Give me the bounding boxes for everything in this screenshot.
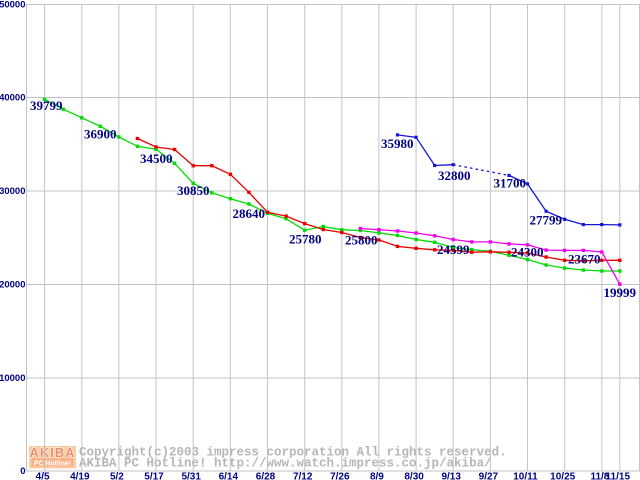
svg-text:8/9: 8/9 xyxy=(370,472,384,480)
svg-text:PC Hotline!: PC Hotline! xyxy=(34,461,71,468)
svg-text:50000: 50000 xyxy=(0,0,26,11)
svg-text:31700: 31700 xyxy=(494,176,527,191)
svg-text:10000: 10000 xyxy=(0,373,26,384)
svg-text:4/5: 4/5 xyxy=(36,472,50,480)
svg-text:5/2: 5/2 xyxy=(110,472,124,480)
svg-text:11/15: 11/15 xyxy=(606,472,631,480)
svg-text:20000: 20000 xyxy=(0,280,26,291)
svg-text:10/11: 10/11 xyxy=(513,472,538,480)
svg-text:5/31: 5/31 xyxy=(181,472,201,480)
svg-text:8/30: 8/30 xyxy=(404,472,424,480)
svg-text:7/26: 7/26 xyxy=(330,472,350,480)
svg-text:4/19: 4/19 xyxy=(70,472,90,480)
svg-text:30850: 30850 xyxy=(177,183,210,198)
svg-text:28640: 28640 xyxy=(233,206,266,221)
svg-text:34500: 34500 xyxy=(140,151,173,166)
svg-text:24599: 24599 xyxy=(437,242,470,257)
svg-text:40000: 40000 xyxy=(0,93,26,104)
svg-text:32800: 32800 xyxy=(438,168,471,183)
svg-text:27799: 27799 xyxy=(530,213,563,228)
svg-text:35980: 35980 xyxy=(381,136,414,151)
svg-text:0: 0 xyxy=(20,466,25,477)
svg-text:30000: 30000 xyxy=(0,186,26,197)
svg-text:6/28: 6/28 xyxy=(256,472,276,480)
svg-text:AKIBA: AKIBA xyxy=(29,445,75,460)
svg-text:24300: 24300 xyxy=(511,245,544,260)
svg-text:25780: 25780 xyxy=(289,232,322,247)
svg-text:5/17: 5/17 xyxy=(144,472,164,480)
svg-text:AKIBA PC Hotline! http://www.: AKIBA PC Hotline! http://www.watch.impre… xyxy=(79,457,492,471)
svg-text:25800: 25800 xyxy=(345,233,378,248)
svg-text:9/13: 9/13 xyxy=(441,472,461,480)
svg-text:6/14: 6/14 xyxy=(219,472,239,480)
svg-text:19999: 19999 xyxy=(604,285,637,300)
svg-text:9/27: 9/27 xyxy=(479,472,499,480)
svg-text:23670: 23670 xyxy=(568,252,601,267)
svg-text:10/25: 10/25 xyxy=(550,472,575,480)
svg-text:36900: 36900 xyxy=(84,127,117,142)
svg-text:11/8: 11/8 xyxy=(590,472,609,480)
svg-text:Copyright(c)2003 impress corpo: Copyright(c)2003 impress corporation All… xyxy=(79,446,507,460)
svg-text:7/12: 7/12 xyxy=(293,472,313,480)
svg-text:39799: 39799 xyxy=(30,98,63,113)
